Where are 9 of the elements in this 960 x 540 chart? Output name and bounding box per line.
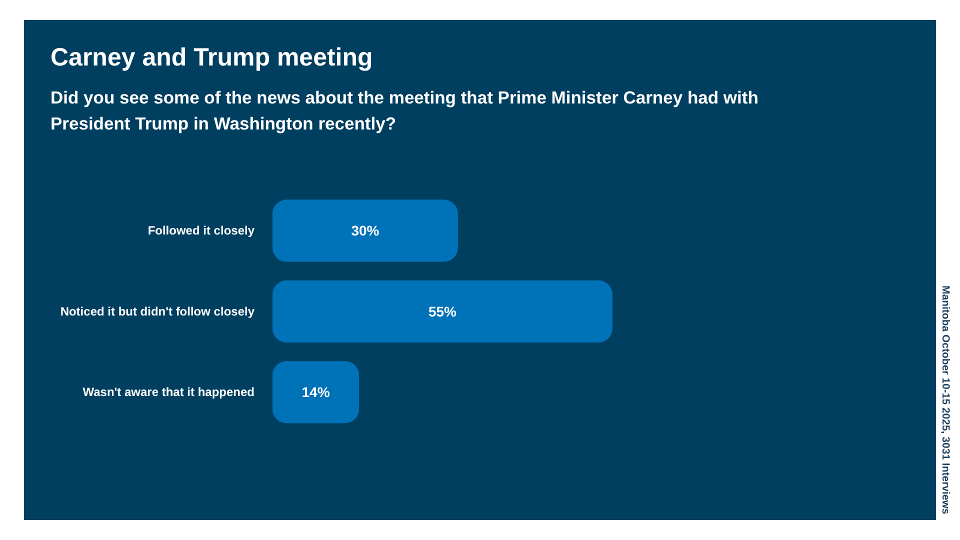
y-tick-label: Noticed it but didn't follow closely	[60, 304, 255, 318]
data-label: 30%	[351, 222, 380, 239]
data-label: 14%	[302, 384, 330, 400]
chart-title: Carney and Trump meeting	[50, 44, 373, 72]
y-tick-label: Followed it closely	[148, 224, 255, 238]
chart-subtitle: Did you see some of the news about the meeting that Prime Minister Carney had with President Trump in Washington recently?	[50, 88, 758, 134]
y-tick-label: Wasn't aware that it happened	[82, 385, 255, 400]
data-label: 55%	[428, 303, 458, 320]
text: Manitoba October 10-15 2025, 3031 Interviews	[940, 286, 952, 514]
